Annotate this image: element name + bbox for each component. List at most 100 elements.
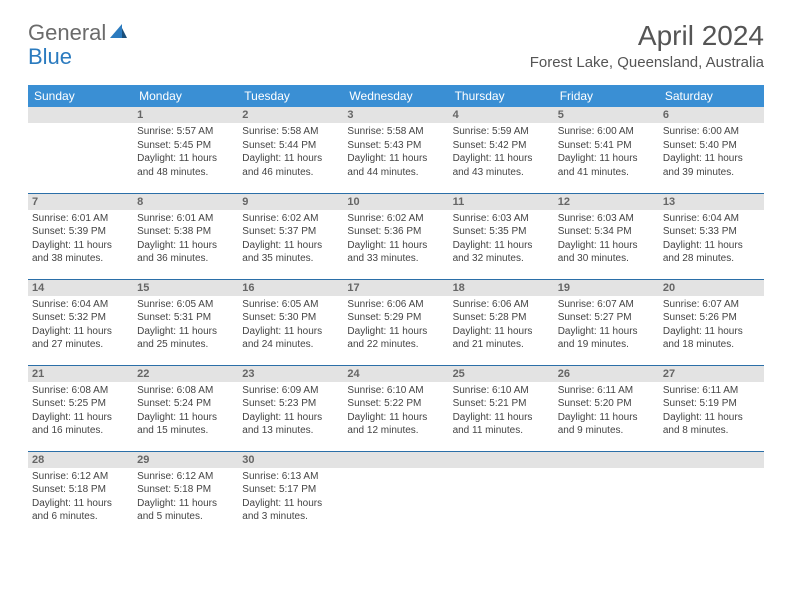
day-number: 24 <box>343 366 448 382</box>
sunrise-text: Sunrise: 6:08 AM <box>137 384 234 398</box>
day-info: Sunrise: 6:03 AMSunset: 5:34 PMDaylight:… <box>558 212 655 266</box>
sunset-text: Sunset: 5:36 PM <box>347 225 444 239</box>
day-number: 20 <box>659 280 764 296</box>
day-info: Sunrise: 6:13 AMSunset: 5:17 PMDaylight:… <box>242 470 339 524</box>
day-info: Sunrise: 6:07 AMSunset: 5:26 PMDaylight:… <box>663 298 760 352</box>
sunset-text: Sunset: 5:41 PM <box>558 139 655 153</box>
sunrise-text: Sunrise: 5:58 AM <box>347 125 444 139</box>
day-cell: 9Sunrise: 6:02 AMSunset: 5:37 PMDaylight… <box>238 193 343 279</box>
day-info: Sunrise: 5:59 AMSunset: 5:42 PMDaylight:… <box>453 125 550 179</box>
daylight-text: Daylight: 11 hours and 21 minutes. <box>453 325 550 352</box>
day-header: Saturday <box>659 85 764 107</box>
day-number: 6 <box>659 107 764 123</box>
day-cell: 26Sunrise: 6:11 AMSunset: 5:20 PMDayligh… <box>554 365 659 451</box>
day-number: 25 <box>449 366 554 382</box>
day-number <box>659 452 764 468</box>
sunrise-text: Sunrise: 6:12 AM <box>137 470 234 484</box>
day-number: 11 <box>449 194 554 210</box>
sunset-text: Sunset: 5:22 PM <box>347 397 444 411</box>
day-cell: 24Sunrise: 6:10 AMSunset: 5:22 PMDayligh… <box>343 365 448 451</box>
sunrise-text: Sunrise: 6:09 AM <box>242 384 339 398</box>
day-number: 22 <box>133 366 238 382</box>
sunrise-text: Sunrise: 6:06 AM <box>453 298 550 312</box>
sunrise-text: Sunrise: 6:10 AM <box>347 384 444 398</box>
day-info: Sunrise: 6:00 AMSunset: 5:40 PMDaylight:… <box>663 125 760 179</box>
sunrise-text: Sunrise: 6:01 AM <box>137 212 234 226</box>
day-info: Sunrise: 5:57 AMSunset: 5:45 PMDaylight:… <box>137 125 234 179</box>
daylight-text: Daylight: 11 hours and 30 minutes. <box>558 239 655 266</box>
day-number: 28 <box>28 452 133 468</box>
sunset-text: Sunset: 5:21 PM <box>453 397 550 411</box>
day-cell <box>659 451 764 537</box>
sunset-text: Sunset: 5:25 PM <box>32 397 129 411</box>
logo-text-blue: Blue <box>28 44 72 70</box>
daylight-text: Daylight: 11 hours and 25 minutes. <box>137 325 234 352</box>
sunrise-text: Sunrise: 6:06 AM <box>347 298 444 312</box>
sunrise-text: Sunrise: 6:04 AM <box>663 212 760 226</box>
day-cell: 30Sunrise: 6:13 AMSunset: 5:17 PMDayligh… <box>238 451 343 537</box>
day-header: Wednesday <box>343 85 448 107</box>
day-number: 29 <box>133 452 238 468</box>
day-info: Sunrise: 6:12 AMSunset: 5:18 PMDaylight:… <box>137 470 234 524</box>
sunset-text: Sunset: 5:24 PM <box>137 397 234 411</box>
day-number: 15 <box>133 280 238 296</box>
sunset-text: Sunset: 5:29 PM <box>347 311 444 325</box>
week-row: 28Sunrise: 6:12 AMSunset: 5:18 PMDayligh… <box>28 451 764 537</box>
sunrise-text: Sunrise: 6:07 AM <box>558 298 655 312</box>
day-cell <box>554 451 659 537</box>
day-number: 10 <box>343 194 448 210</box>
title-block: April 2024 Forest Lake, Queensland, Aust… <box>530 20 764 71</box>
day-number: 27 <box>659 366 764 382</box>
sunset-text: Sunset: 5:33 PM <box>663 225 760 239</box>
sunrise-text: Sunrise: 5:57 AM <box>137 125 234 139</box>
day-cell: 23Sunrise: 6:09 AMSunset: 5:23 PMDayligh… <box>238 365 343 451</box>
day-number: 1 <box>133 107 238 123</box>
daylight-text: Daylight: 11 hours and 46 minutes. <box>242 152 339 179</box>
sunrise-text: Sunrise: 6:04 AM <box>32 298 129 312</box>
day-cell: 8Sunrise: 6:01 AMSunset: 5:38 PMDaylight… <box>133 193 238 279</box>
sunrise-text: Sunrise: 6:02 AM <box>242 212 339 226</box>
daylight-text: Daylight: 11 hours and 6 minutes. <box>32 497 129 524</box>
day-cell: 27Sunrise: 6:11 AMSunset: 5:19 PMDayligh… <box>659 365 764 451</box>
day-number: 26 <box>554 366 659 382</box>
day-number: 13 <box>659 194 764 210</box>
sunrise-text: Sunrise: 6:00 AM <box>663 125 760 139</box>
week-row: 14Sunrise: 6:04 AMSunset: 5:32 PMDayligh… <box>28 279 764 365</box>
daylight-text: Daylight: 11 hours and 15 minutes. <box>137 411 234 438</box>
day-number: 23 <box>238 366 343 382</box>
week-row: 7Sunrise: 6:01 AMSunset: 5:39 PMDaylight… <box>28 193 764 279</box>
day-cell: 21Sunrise: 6:08 AMSunset: 5:25 PMDayligh… <box>28 365 133 451</box>
day-cell <box>449 451 554 537</box>
daylight-text: Daylight: 11 hours and 24 minutes. <box>242 325 339 352</box>
day-cell: 14Sunrise: 6:04 AMSunset: 5:32 PMDayligh… <box>28 279 133 365</box>
sunrise-text: Sunrise: 6:12 AM <box>32 470 129 484</box>
day-cell <box>343 451 448 537</box>
sunrise-text: Sunrise: 6:03 AM <box>558 212 655 226</box>
sunset-text: Sunset: 5:44 PM <box>242 139 339 153</box>
day-number: 12 <box>554 194 659 210</box>
week-row: 1 Sunrise: 5:57 AMSunset: 5:45 PMDaylight… <box>28 107 764 193</box>
day-cell: 5Sunrise: 6:00 AMSunset: 5:41 PMDaylight… <box>554 107 659 193</box>
day-number: 17 <box>343 280 448 296</box>
day-cell: 28Sunrise: 6:12 AMSunset: 5:18 PMDayligh… <box>28 451 133 537</box>
day-cell: 2Sunrise: 5:58 AMSunset: 5:44 PMDaylight… <box>238 107 343 193</box>
sunrise-text: Sunrise: 5:58 AM <box>242 125 339 139</box>
sunset-text: Sunset: 5:42 PM <box>453 139 550 153</box>
day-cell: 10 Sunrise: 6:02 AMSunset: 5:36 PMDayligh… <box>343 193 448 279</box>
sunrise-text: Sunrise: 6:02 AM <box>347 212 444 226</box>
daylight-text: Daylight: 11 hours and 43 minutes. <box>453 152 550 179</box>
day-cell: 18Sunrise: 6:06 AMSunset: 5:28 PMDayligh… <box>449 279 554 365</box>
sunset-text: Sunset: 5:30 PM <box>242 311 339 325</box>
day-cell: 6 Sunrise: 6:00 AMSunset: 5:40 PMDaylight… <box>659 107 764 193</box>
day-cell: 13Sunrise: 6:04 AMSunset: 5:33 PMDayligh… <box>659 193 764 279</box>
sunrise-text: Sunrise: 6:05 AM <box>137 298 234 312</box>
day-info: Sunrise: 6:02 AMSunset: 5:36 PMDaylight:… <box>347 212 444 266</box>
daylight-text: Daylight: 11 hours and 9 minutes. <box>558 411 655 438</box>
week-row: 21Sunrise: 6:08 AMSunset: 5:25 PMDayligh… <box>28 365 764 451</box>
day-info: Sunrise: 6:06 AMSunset: 5:28 PMDaylight:… <box>453 298 550 352</box>
sunset-text: Sunset: 5:34 PM <box>558 225 655 239</box>
day-cell: 20 Sunrise: 6:07 AMSunset: 5:26 PMDayligh… <box>659 279 764 365</box>
day-cell: 16Sunrise: 6:05 AMSunset: 5:30 PMDayligh… <box>238 279 343 365</box>
sunset-text: Sunset: 5:37 PM <box>242 225 339 239</box>
day-number: 16 <box>238 280 343 296</box>
